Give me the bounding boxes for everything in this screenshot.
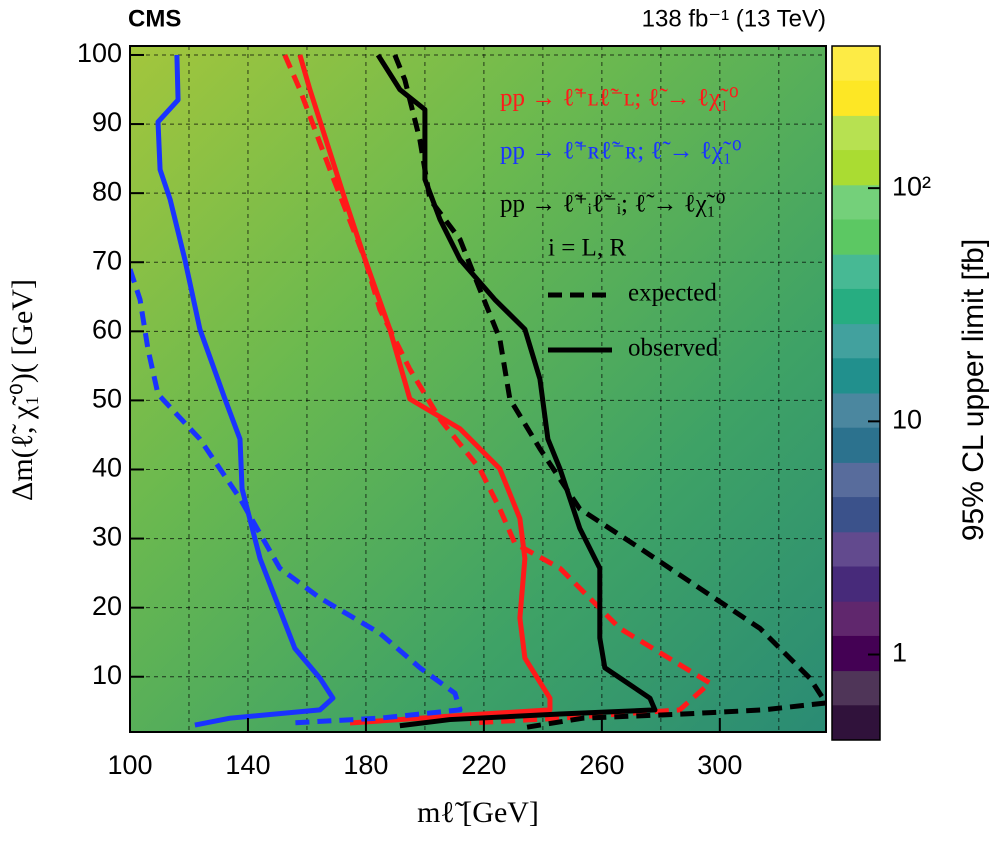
legend-entry: pp → ℓ̃⁺ʟℓ̃⁻ʟ; ℓ̃ → ℓχ̃₁⁰ xyxy=(500,85,739,112)
legend-entry: pp → ℓ̃⁺ᵢℓ̃⁻ᵢ; ℓ̃ → ℓχ̃₁⁰ xyxy=(500,191,726,218)
legend-style-label: observed xyxy=(628,335,719,362)
z-tick-label: 10² xyxy=(892,171,931,201)
annotation: i = L, R xyxy=(548,235,626,262)
y-tick-label: 30 xyxy=(92,522,122,552)
colorbar-band xyxy=(832,323,880,359)
colorbar-band xyxy=(832,184,880,220)
colorbar-band xyxy=(832,80,880,116)
y-tick-label: 70 xyxy=(92,245,122,275)
observed-contour xyxy=(375,53,658,729)
colorbar-band xyxy=(832,254,880,290)
colorbar-band xyxy=(832,150,880,186)
x-tick-label: 220 xyxy=(461,750,506,780)
colorbar-band xyxy=(832,46,880,82)
x-tick-label: 100 xyxy=(107,750,152,780)
y-tick-label: 40 xyxy=(92,453,122,483)
expected-contour xyxy=(392,54,826,731)
colorbar-band xyxy=(832,670,880,706)
x-tick-label: 260 xyxy=(579,750,624,780)
plot-frame xyxy=(129,45,827,733)
y-tick-label: 90 xyxy=(92,107,122,137)
y-tick-label: 50 xyxy=(92,384,122,414)
colorbar-band xyxy=(832,115,880,151)
colorbar-band xyxy=(832,462,880,498)
y-tick-label: 100 xyxy=(77,38,122,68)
colorbar-band xyxy=(832,497,880,533)
z-axis-label: 95% CL upper limit [fb] xyxy=(957,239,990,541)
y-tick-label: 20 xyxy=(92,591,122,621)
x-axis-label: mℓ̃ [GeV] xyxy=(417,796,539,829)
expected-contour xyxy=(130,268,463,726)
x-tick-label: 140 xyxy=(225,750,270,780)
colorbar-band xyxy=(832,219,880,255)
colorbar-band xyxy=(832,601,880,637)
y-tick-label: 80 xyxy=(92,176,122,206)
legend-entry: pp → ℓ̃⁺ʀℓ̃⁻ʀ; ℓ̃ → ℓχ̃₁⁰ xyxy=(500,138,742,165)
observed-contour xyxy=(155,54,336,728)
experiment-label: CMS xyxy=(128,5,181,32)
colorbar-frame xyxy=(831,45,881,741)
y-axis-label: Δm(ℓ̃, χ̃₁⁰)( [GeV] xyxy=(6,279,39,501)
z-tick-label: 10 xyxy=(892,404,922,434)
colorbar-band xyxy=(832,566,880,602)
colorbar-band xyxy=(832,531,880,567)
expected-contour xyxy=(282,53,713,726)
legend-style-label: expected xyxy=(628,280,717,307)
colorbar-band xyxy=(832,635,880,672)
colorbar-band xyxy=(832,427,880,463)
colorbar-band xyxy=(832,358,880,394)
z-tick-label: 1 xyxy=(892,638,907,668)
limit-heatmap xyxy=(130,46,826,732)
y-tick-label: 10 xyxy=(92,660,122,690)
colorbar-band xyxy=(832,705,880,741)
colorbar-band xyxy=(832,393,880,429)
x-tick-label: 300 xyxy=(697,750,742,780)
observed-contour xyxy=(297,54,553,726)
x-tick-label: 180 xyxy=(343,750,388,780)
colorbar-band xyxy=(832,288,880,325)
lumi-label: 138 fb⁻¹ (13 TeV) xyxy=(642,5,826,32)
y-tick-label: 60 xyxy=(92,314,122,344)
